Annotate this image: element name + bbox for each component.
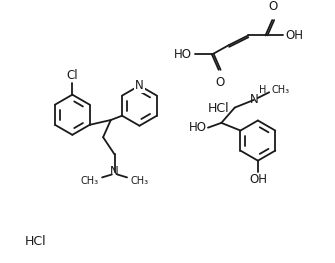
Text: N: N [135, 79, 144, 92]
Text: OH: OH [286, 29, 304, 42]
Text: H: H [259, 85, 266, 95]
Text: O: O [269, 0, 278, 13]
Text: HO: HO [189, 121, 207, 134]
Text: O: O [215, 77, 224, 89]
Text: CH₃: CH₃ [271, 85, 289, 95]
Text: HCl: HCl [208, 102, 230, 115]
Text: HCl: HCl [24, 235, 46, 249]
Text: HO: HO [174, 48, 192, 61]
Text: CH₃: CH₃ [131, 176, 149, 186]
Text: N: N [250, 93, 258, 107]
Text: OH: OH [249, 173, 267, 186]
Text: N: N [110, 165, 119, 178]
Text: Cl: Cl [67, 69, 78, 82]
Text: CH₃: CH₃ [80, 176, 98, 186]
